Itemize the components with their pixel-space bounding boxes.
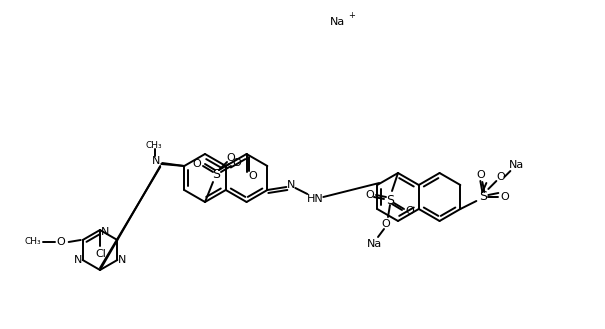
- Text: N: N: [73, 255, 82, 265]
- Text: O: O: [192, 159, 201, 169]
- Text: +: +: [348, 12, 355, 20]
- Text: O: O: [227, 153, 235, 163]
- Text: N: N: [118, 255, 126, 265]
- Text: N: N: [101, 227, 109, 237]
- Text: O: O: [476, 170, 485, 180]
- Text: O: O: [248, 171, 257, 181]
- Text: O: O: [500, 192, 509, 202]
- Text: N: N: [287, 180, 295, 190]
- Text: Na: Na: [509, 160, 524, 170]
- Text: S: S: [212, 168, 220, 182]
- Text: O: O: [233, 158, 241, 168]
- Text: Na: Na: [330, 17, 345, 27]
- Text: HN: HN: [307, 194, 324, 204]
- Text: O: O: [405, 206, 414, 216]
- Text: N: N: [152, 156, 160, 166]
- Text: O: O: [496, 172, 505, 182]
- Text: ⁻: ⁻: [239, 158, 243, 166]
- Text: CH₃: CH₃: [24, 238, 41, 246]
- Text: O: O: [382, 219, 390, 229]
- Text: O: O: [56, 237, 65, 247]
- Text: Cl: Cl: [96, 249, 106, 259]
- Text: O: O: [365, 190, 374, 200]
- Text: Na: Na: [367, 239, 382, 249]
- Text: CH₃: CH₃: [146, 140, 163, 149]
- Text: S: S: [479, 190, 488, 203]
- Text: S: S: [386, 193, 394, 207]
